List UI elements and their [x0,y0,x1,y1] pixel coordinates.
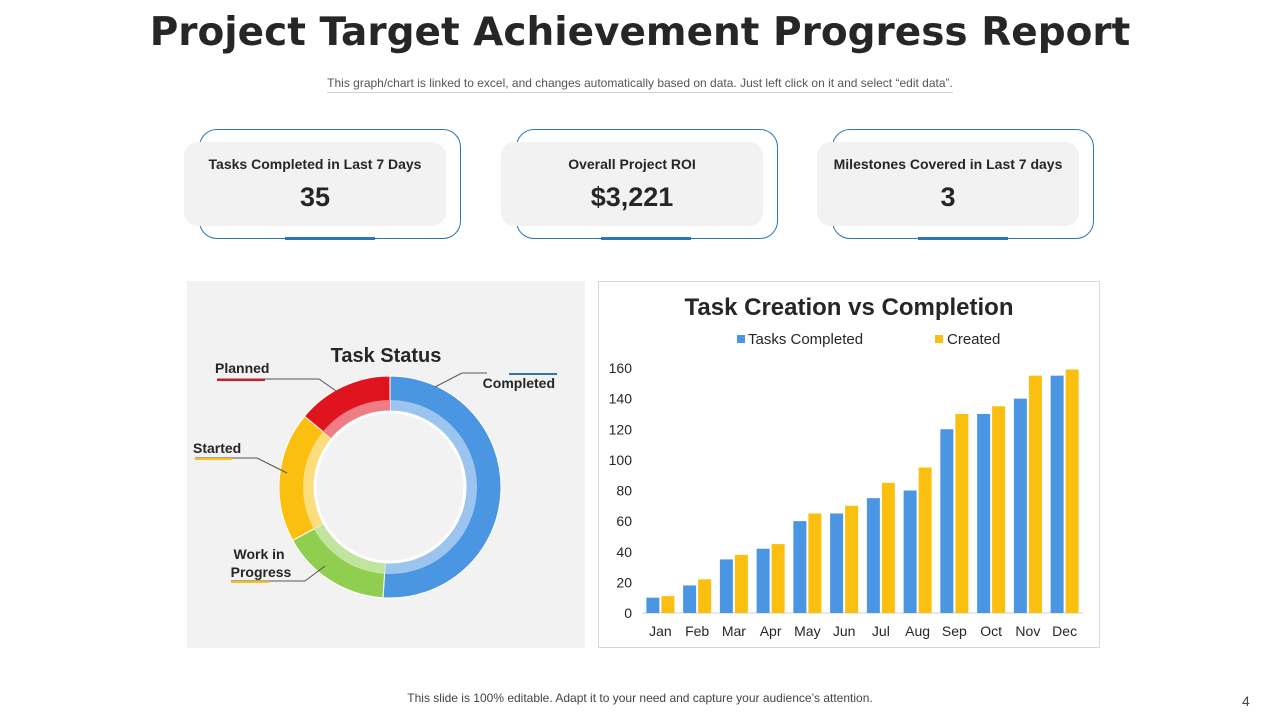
legend-created[interactable]: Created [947,331,1000,348]
bar-tasks-completed-nov[interactable] [1013,398,1027,613]
y-tick-label: 20 [616,574,632,590]
kpi-card-tasks-completed: Tasks Completed in Last 7 Days 35 [184,142,446,226]
task-status-panel[interactable]: Task Status Completed Planned Started Wo… [187,281,585,648]
y-tick-label: 40 [616,544,632,560]
footer-note: This slide is 100% editable. Adapt it to… [407,691,873,705]
donut-inner-band [303,431,333,529]
page-number: 4 [1242,693,1250,709]
subtitle: This graph/chart is linked to excel, and… [0,76,1280,93]
leader-line-started [256,457,288,474]
y-tick-label: 160 [609,360,633,376]
bar-tasks-completed-jan[interactable] [646,597,660,613]
x-tick-label: May [794,623,820,639]
bar-created-jul[interactable] [881,482,895,613]
bar-created-mar[interactable] [734,554,748,613]
donut-title: Task Status [331,345,442,367]
y-axis-ticks: 0 20 40 60 80 100 120 140 160 [609,360,633,621]
label-work-in-progress-line1: Work in [234,546,285,562]
x-tick-label: Oct [980,623,1002,639]
page-title: Project Target Achievement Progress Repo… [149,10,1131,55]
x-tick-label: Jul [872,623,890,639]
bar-series[interactable] [646,369,1079,614]
bar-created-apr[interactable] [771,544,785,613]
label-planned: Planned [215,360,269,376]
bar-created-aug[interactable] [918,467,932,613]
x-tick-label: Nov [1015,623,1040,639]
x-tick-label: Apr [760,623,782,639]
bar-created-jan[interactable] [661,596,675,613]
task-creation-panel[interactable]: Task Creation vs Completion Tasks Comple… [598,281,1100,648]
bar-tasks-completed-sep[interactable] [940,429,954,613]
y-tick-label: 120 [609,421,633,437]
kpi-value: $3,221 [590,182,674,212]
label-work-in-progress-line2: Progress [231,564,292,580]
x-axis-ticks: Jan Feb Mar Apr May Jun Jul Aug Sep Oct Nov Dec [649,623,1077,639]
bar-created-may[interactable] [808,513,822,613]
kpi-accent-bar [918,237,1008,240]
donut-ring[interactable] [278,375,502,599]
label-work-in-progress: Work in Progress [231,546,292,580]
donut-hole [313,410,467,564]
bar-tasks-completed-dec[interactable] [1050,375,1064,613]
task-creation-chart[interactable]: Task Creation vs Completion Tasks Comple… [599,282,1099,647]
legend-swatch-tasks-completed [737,335,745,343]
x-tick-label: Jun [833,623,856,639]
bar-tasks-completed-feb[interactable] [683,585,697,613]
x-tick-label: Feb [685,623,709,639]
y-tick-label: 140 [609,391,633,407]
bar-tasks-completed-jul[interactable] [866,498,880,613]
label-completed: Completed [483,375,555,391]
bar-tasks-completed-may[interactable] [793,521,807,613]
kpi-card-milestones: Milestones Covered in Last 7 days 3 [817,142,1079,226]
kpi-value: 3 [940,182,956,212]
x-tick-label: Mar [722,623,746,639]
bar-created-oct[interactable] [992,406,1006,613]
y-tick-label: 80 [616,483,632,499]
subtitle-text: This graph/chart is linked to excel, and… [327,76,953,93]
kpi-label: Milestones Covered in Last 7 days [833,156,1063,172]
kpi-label: Overall Project ROI [568,156,696,172]
bar-created-sep[interactable] [955,413,969,613]
bar-tasks-completed-aug[interactable] [903,490,917,614]
donut-inner-band [384,400,477,574]
x-tick-label: Jan [649,623,672,639]
y-tick-label: 0 [624,605,632,621]
bar-tasks-completed-apr[interactable] [756,548,770,613]
bar-tasks-completed-mar[interactable] [719,559,733,613]
kpi-label: Tasks Completed in Last 7 Days [208,156,422,172]
x-tick-label: Sep [942,623,967,639]
kpi-accent-bar [601,237,691,240]
kpi-value: 35 [299,182,331,212]
leader-line-completed [434,372,463,388]
kpi-accent-bar [285,237,375,240]
leader-line-planned [318,378,340,394]
bar-tasks-completed-oct[interactable] [977,413,991,613]
y-tick-label: 100 [609,452,633,468]
leader-line-work-in-progress [304,565,326,582]
bar-created-jun[interactable] [845,505,859,613]
bar-tasks-completed-jun[interactable] [830,513,844,613]
bar-created-nov[interactable] [1028,375,1042,613]
label-started: Started [193,440,241,456]
legend-tasks-completed[interactable]: Tasks Completed [748,331,863,348]
kpi-card-project-roi: Overall Project ROI $3,221 [501,142,763,226]
x-tick-label: Dec [1052,623,1077,639]
bar-created-dec[interactable] [1065,369,1079,613]
task-status-chart[interactable]: Task Status Completed Planned Started Wo… [187,281,585,648]
y-tick-label: 60 [616,513,632,529]
legend-swatch-created [935,335,943,343]
x-tick-label: Aug [905,623,930,639]
bar-created-feb[interactable] [698,579,712,613]
bar-chart-title: Task Creation vs Completion [685,294,1014,321]
